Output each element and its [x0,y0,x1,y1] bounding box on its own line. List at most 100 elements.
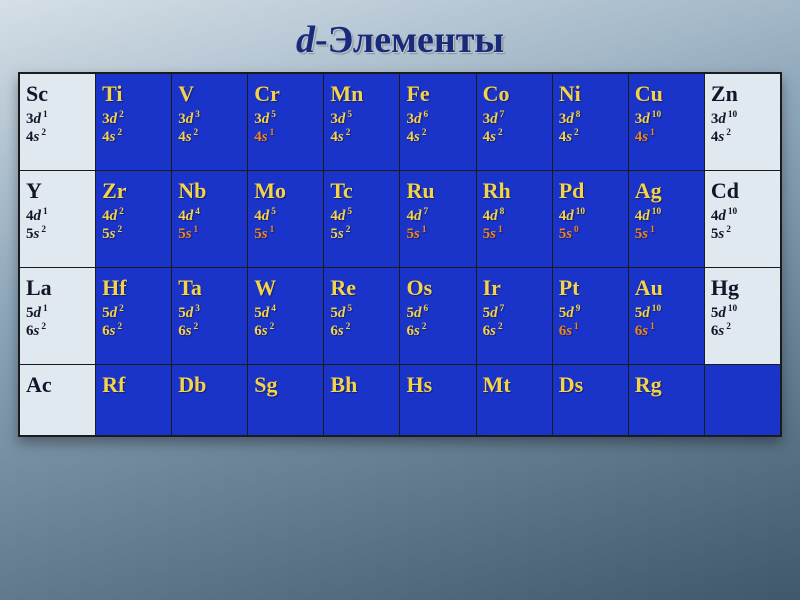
element-cell-mo: Mo 4d55s1 [248,171,323,267]
element-symbol: Hg [711,274,776,302]
element-symbol: Zn [711,80,776,108]
element-cell-ir: Ir5d76s2 [477,268,552,364]
element-cell-w: W5d46s2 [248,268,323,364]
element-symbol: Pd [559,177,624,205]
element-symbol: Fe [406,80,471,108]
electron-config-line: 6s2 [330,322,395,341]
element-symbol: Hs [406,371,471,399]
element-symbol: Rh [483,177,548,205]
electron-config-line: 5d4 [254,304,319,323]
element-symbol: Sc [26,80,91,108]
electron-config-line: 4s2 [711,128,776,147]
element-cell-mn: Mn3d54s2 [324,74,399,170]
electron-config-line: 6s2 [102,322,167,341]
element-symbol: Ta [178,274,243,302]
electron-config-line: 5d10 [711,304,776,323]
element-cell-pd: Pd4d105s0 [553,171,628,267]
electron-config-line: 5d9 [559,304,624,323]
element-symbol: Au [635,274,700,302]
electron-config-line: 4d5 [254,207,319,226]
element-symbol: V [178,80,243,108]
electron-config-line: 4d1 [26,207,91,226]
element-cell-os: Os 5d66s2 [400,268,475,364]
electron-config-line: 3d10 [711,110,776,129]
element-symbol: Cr [254,80,319,108]
element-symbol: Re [330,274,395,302]
electron-config-line: 5s2 [330,225,395,244]
electron-config-line: 3d8 [559,110,624,129]
electron-config-line: 4d10 [559,207,624,226]
electron-config-line: 5d5 [330,304,395,323]
element-cell-hs: Hs [400,365,475,435]
element-cell-rf: Rf [96,365,171,435]
element-cell-cr: Cr 3d54s1 [248,74,323,170]
element-cell-sc: Sc3d14s2 [20,74,95,170]
electron-config-line: 5s1 [406,225,471,244]
electron-config-line: 3d3 [178,110,243,129]
element-symbol: Co [483,80,548,108]
element-cell-bh: Bh [324,365,399,435]
electron-config-line: 4s1 [635,128,700,147]
element-symbol: Ir [483,274,548,302]
electron-config-line: 3d5 [330,110,395,129]
electron-config-line: 4d2 [102,207,167,226]
element-symbol: Cd [711,177,776,205]
element-symbol: Mt [483,371,548,399]
element-cell-ru: Ru4d75s1 [400,171,475,267]
electron-config-line: 5s2 [711,225,776,244]
electron-config-line: 6s2 [26,322,91,341]
element-cell-rh: Rh4d85s1 [477,171,552,267]
element-cell-empty [705,365,780,435]
element-cell-zr: Zr 4d25s2 [96,171,171,267]
electron-config-line: 3d6 [406,110,471,129]
element-symbol: Zr [102,177,167,205]
element-cell-cd: Cd4d105s2 [705,171,780,267]
electron-config-line: 4s2 [559,128,624,147]
electron-config-line: 6s2 [406,322,471,341]
element-cell-ds: Ds [553,365,628,435]
electron-config-line: 4d4 [178,207,243,226]
electron-config-line: 3d7 [483,110,548,129]
element-symbol: Tc [330,177,395,205]
element-symbol: Ac [26,371,91,399]
element-symbol: Ru [406,177,471,205]
element-cell-ti: Ti3d24s2 [96,74,171,170]
element-symbol: Bh [330,371,395,399]
element-symbol: Ds [559,371,624,399]
element-cell-hg: Hg 5d106s2 [705,268,780,364]
element-cell-y: Y4d15s2 [20,171,95,267]
element-symbol: Os [406,274,471,302]
electron-config-line: 3d1 [26,110,91,129]
electron-config-line: 5d1 [26,304,91,323]
element-symbol: Sg [254,371,319,399]
element-symbol: Hf [102,274,167,302]
electron-config-line: 5s1 [178,225,243,244]
electron-config-line: 6s2 [711,322,776,341]
element-symbol: Db [178,371,243,399]
electron-config-line: 4s1 [254,128,319,147]
electron-config-line: 5s1 [254,225,319,244]
electron-config-line: 6s2 [254,322,319,341]
element-cell-la: La 5d16s2 [20,268,95,364]
electron-config-line: 6s1 [559,322,624,341]
element-cell-fe: Fe3d64s2 [400,74,475,170]
element-symbol: Mo [254,177,319,205]
title-prefix: d [296,19,315,61]
element-cell-pt: Pt5d96s1 [553,268,628,364]
electron-config-line: 4s2 [102,128,167,147]
element-symbol: La [26,274,91,302]
element-symbol: Rg [635,371,700,399]
element-symbol: Ni [559,80,624,108]
electron-config-line: 5s2 [102,225,167,244]
electron-config-line: 5d6 [406,304,471,323]
element-cell-zn: Zn 3d104s2 [705,74,780,170]
element-cell-au: Au5d106s1 [629,268,704,364]
element-symbol: Mn [330,80,395,108]
element-cell-ta: Ta5d36s2 [172,268,247,364]
electron-config-line: 4d5 [330,207,395,226]
page-title: d-Элементы [0,18,800,62]
element-symbol: Y [26,177,91,205]
electron-config-line: 3d5 [254,110,319,129]
electron-config-line: 5s1 [635,225,700,244]
element-cell-re: Re 5d56s2 [324,268,399,364]
